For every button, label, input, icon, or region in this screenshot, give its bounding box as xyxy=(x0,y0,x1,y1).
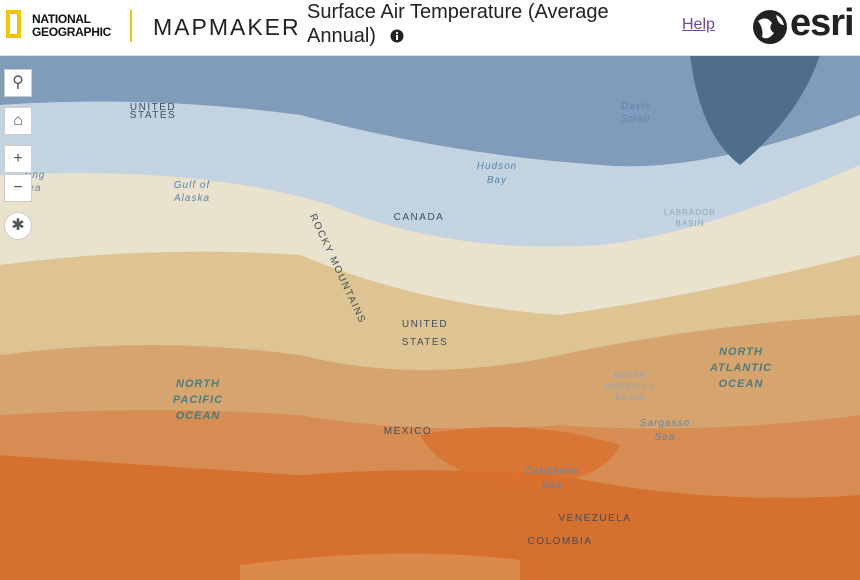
map-label-line: COLOMBIA xyxy=(528,536,593,547)
map-label-line: NORTH xyxy=(613,371,646,380)
map-label-line: Davis xyxy=(621,101,651,112)
map-label: NORTH AMERICAN BASIN xyxy=(605,371,655,402)
app-name: MAPMAKER xyxy=(153,14,301,40)
map-label-line: BASIN xyxy=(675,219,704,228)
map-label-line: Alaska xyxy=(173,193,210,204)
info-icon[interactable] xyxy=(390,29,404,43)
map-label-line: OCEAN xyxy=(176,410,221,422)
map-label-line: OCEAN xyxy=(719,378,764,390)
home-button[interactable]: ⌂ xyxy=(4,107,32,135)
map-label-line: BASIN xyxy=(615,393,644,402)
map-label: UNITED STATES xyxy=(402,319,448,348)
map-label-line: ea xyxy=(28,183,41,194)
brand-line: GEOGRAPHIC xyxy=(32,25,112,39)
search-button[interactable]: ⚲ xyxy=(4,69,32,97)
map-label-line: PACIFIC xyxy=(173,394,223,406)
map-label: Hudson Bay xyxy=(477,161,517,186)
map-label: NORTH PACIFIC OCEAN xyxy=(173,378,223,422)
map-label-line: NORTH xyxy=(176,378,220,390)
separator xyxy=(130,10,132,42)
map-label: Sargasso Sea xyxy=(640,418,690,443)
map-label-line: ATLANTIC xyxy=(709,362,772,374)
map-label: VENEZUELA xyxy=(559,513,632,524)
map-label-line: Hudson xyxy=(477,161,517,172)
map-label: ring ea xyxy=(25,170,46,194)
map-label-line: STATES xyxy=(130,110,176,121)
map-label: Gulf of Alaska xyxy=(173,180,211,204)
compass-button[interactable]: ✱ xyxy=(4,212,32,240)
map-label-line: STATES xyxy=(402,337,448,348)
help-link[interactable]: Help xyxy=(682,16,715,33)
zoom-out-button[interactable]: − xyxy=(4,174,32,202)
brand-line: NATIONAL xyxy=(32,12,91,26)
map-label-line: NORTH xyxy=(719,346,763,358)
map-label-line: Strait xyxy=(621,114,651,125)
map-label: MEXICO xyxy=(384,426,432,437)
header: NATIONAL GEOGRAPHIC MAPMAKER Surface Air … xyxy=(0,0,860,56)
map-label: Davis Strait xyxy=(621,101,651,125)
zoom-in-button[interactable]: + xyxy=(4,145,32,173)
map-label-line: Gulf of xyxy=(174,180,211,191)
map-label-line: CANADA xyxy=(394,212,445,223)
map-label-line: Bay xyxy=(487,175,507,186)
title-text: Surface Air Temperature (Average Annual) xyxy=(307,1,609,47)
map-label-line: UNITED xyxy=(130,102,176,113)
map-label-line: VENEZUELA xyxy=(559,513,632,524)
map-label-line: Sea xyxy=(655,432,676,443)
map-title: Surface Air Temperature (Average Annual) xyxy=(296,0,657,48)
brand-logo xyxy=(6,10,21,38)
map-label-line: UNITED xyxy=(402,319,448,330)
map-label: LABRADOR BASIN xyxy=(664,208,716,228)
esri-globe xyxy=(753,10,787,44)
map-label: CANADA xyxy=(394,212,445,223)
map-label-line: Caribbean xyxy=(524,466,579,477)
map-label-line: Sea xyxy=(542,480,563,491)
esri-logo: esri xyxy=(790,2,855,44)
map-label-line: ring xyxy=(25,170,46,181)
map-label-line: Sargasso xyxy=(640,418,690,429)
map-label-line: AMERICAN xyxy=(605,382,655,391)
map-label: NORTH ATLANTIC OCEAN xyxy=(709,346,772,390)
map-label: Caribbean Sea xyxy=(524,466,579,491)
map-label-line: MEXICO xyxy=(384,426,432,437)
map-label-line: LABRADOR xyxy=(664,208,716,217)
map-label: COLOMBIA xyxy=(528,536,593,547)
brand: NATIONAL GEOGRAPHIC xyxy=(32,13,111,39)
